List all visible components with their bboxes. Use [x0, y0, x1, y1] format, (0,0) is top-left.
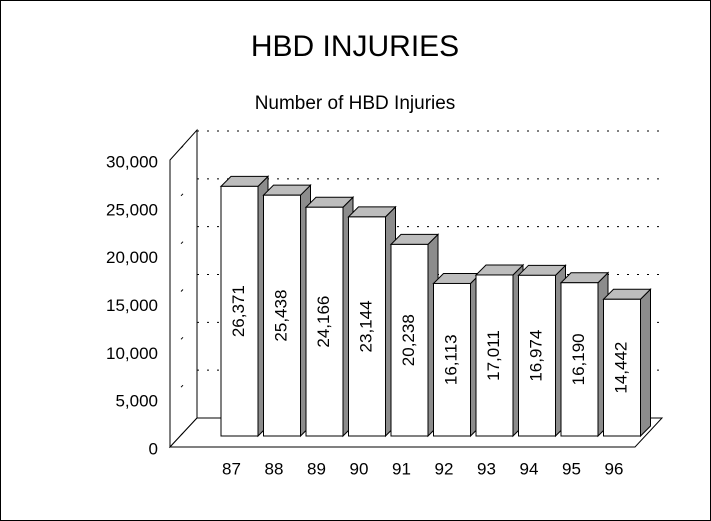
x-tick-label: 95 [562, 459, 581, 478]
bar [220, 185, 259, 437]
tick-mark [180, 432, 184, 436]
tick-mark [180, 384, 184, 388]
bar [518, 274, 556, 437]
value-label: 26,371 [229, 285, 248, 337]
tick-mark [180, 241, 184, 245]
value-label: 24,166 [314, 296, 333, 348]
y-tick-label: 5,000 [115, 392, 158, 411]
x-tick-label: 92 [435, 459, 454, 478]
value-label: 23,144 [356, 300, 375, 352]
chart-subtitle: Number of HBD Injuries [255, 93, 456, 114]
bar [433, 282, 471, 437]
value-label: 16,974 [526, 330, 545, 382]
bar [348, 216, 386, 437]
y-tick-label: 10,000 [106, 344, 158, 363]
value-label: 17,011 [484, 330, 503, 381]
x-tick-label: 96 [605, 459, 624, 478]
y-tick-label: 30,000 [106, 152, 158, 171]
x-tick-label: 89 [307, 459, 326, 478]
side-wall [169, 128, 198, 449]
x-tick-label: 93 [477, 459, 496, 478]
value-label: 20,238 [399, 314, 418, 366]
bar [560, 282, 599, 437]
bar [263, 194, 301, 437]
x-tick-label: 94 [520, 459, 539, 478]
value-label: 16,113 [441, 334, 460, 385]
bar [390, 243, 429, 437]
bar [475, 274, 514, 437]
tick-mark [180, 336, 184, 340]
y-tick-label: 0 [149, 439, 158, 458]
chart-title: HBD INJURIES [251, 30, 459, 63]
x-tick-label: 90 [350, 459, 369, 478]
x-tick-label: 91 [392, 459, 411, 478]
y-tick-label: 20,000 [106, 248, 158, 267]
value-label: 14,442 [611, 342, 630, 394]
tick-mark [180, 289, 184, 292]
bar [305, 206, 344, 437]
bar [603, 298, 641, 437]
y-tick-label: 25,000 [106, 200, 158, 219]
y-tick-label: 15,000 [106, 296, 158, 315]
value-label: 16,190 [569, 333, 588, 385]
tick-mark [180, 193, 184, 197]
value-label: 25,438 [271, 290, 290, 342]
x-tick-label: 88 [265, 459, 284, 478]
x-tick-label: 87 [222, 459, 241, 478]
tick-mark [180, 145, 184, 149]
bar-side [640, 288, 651, 438]
